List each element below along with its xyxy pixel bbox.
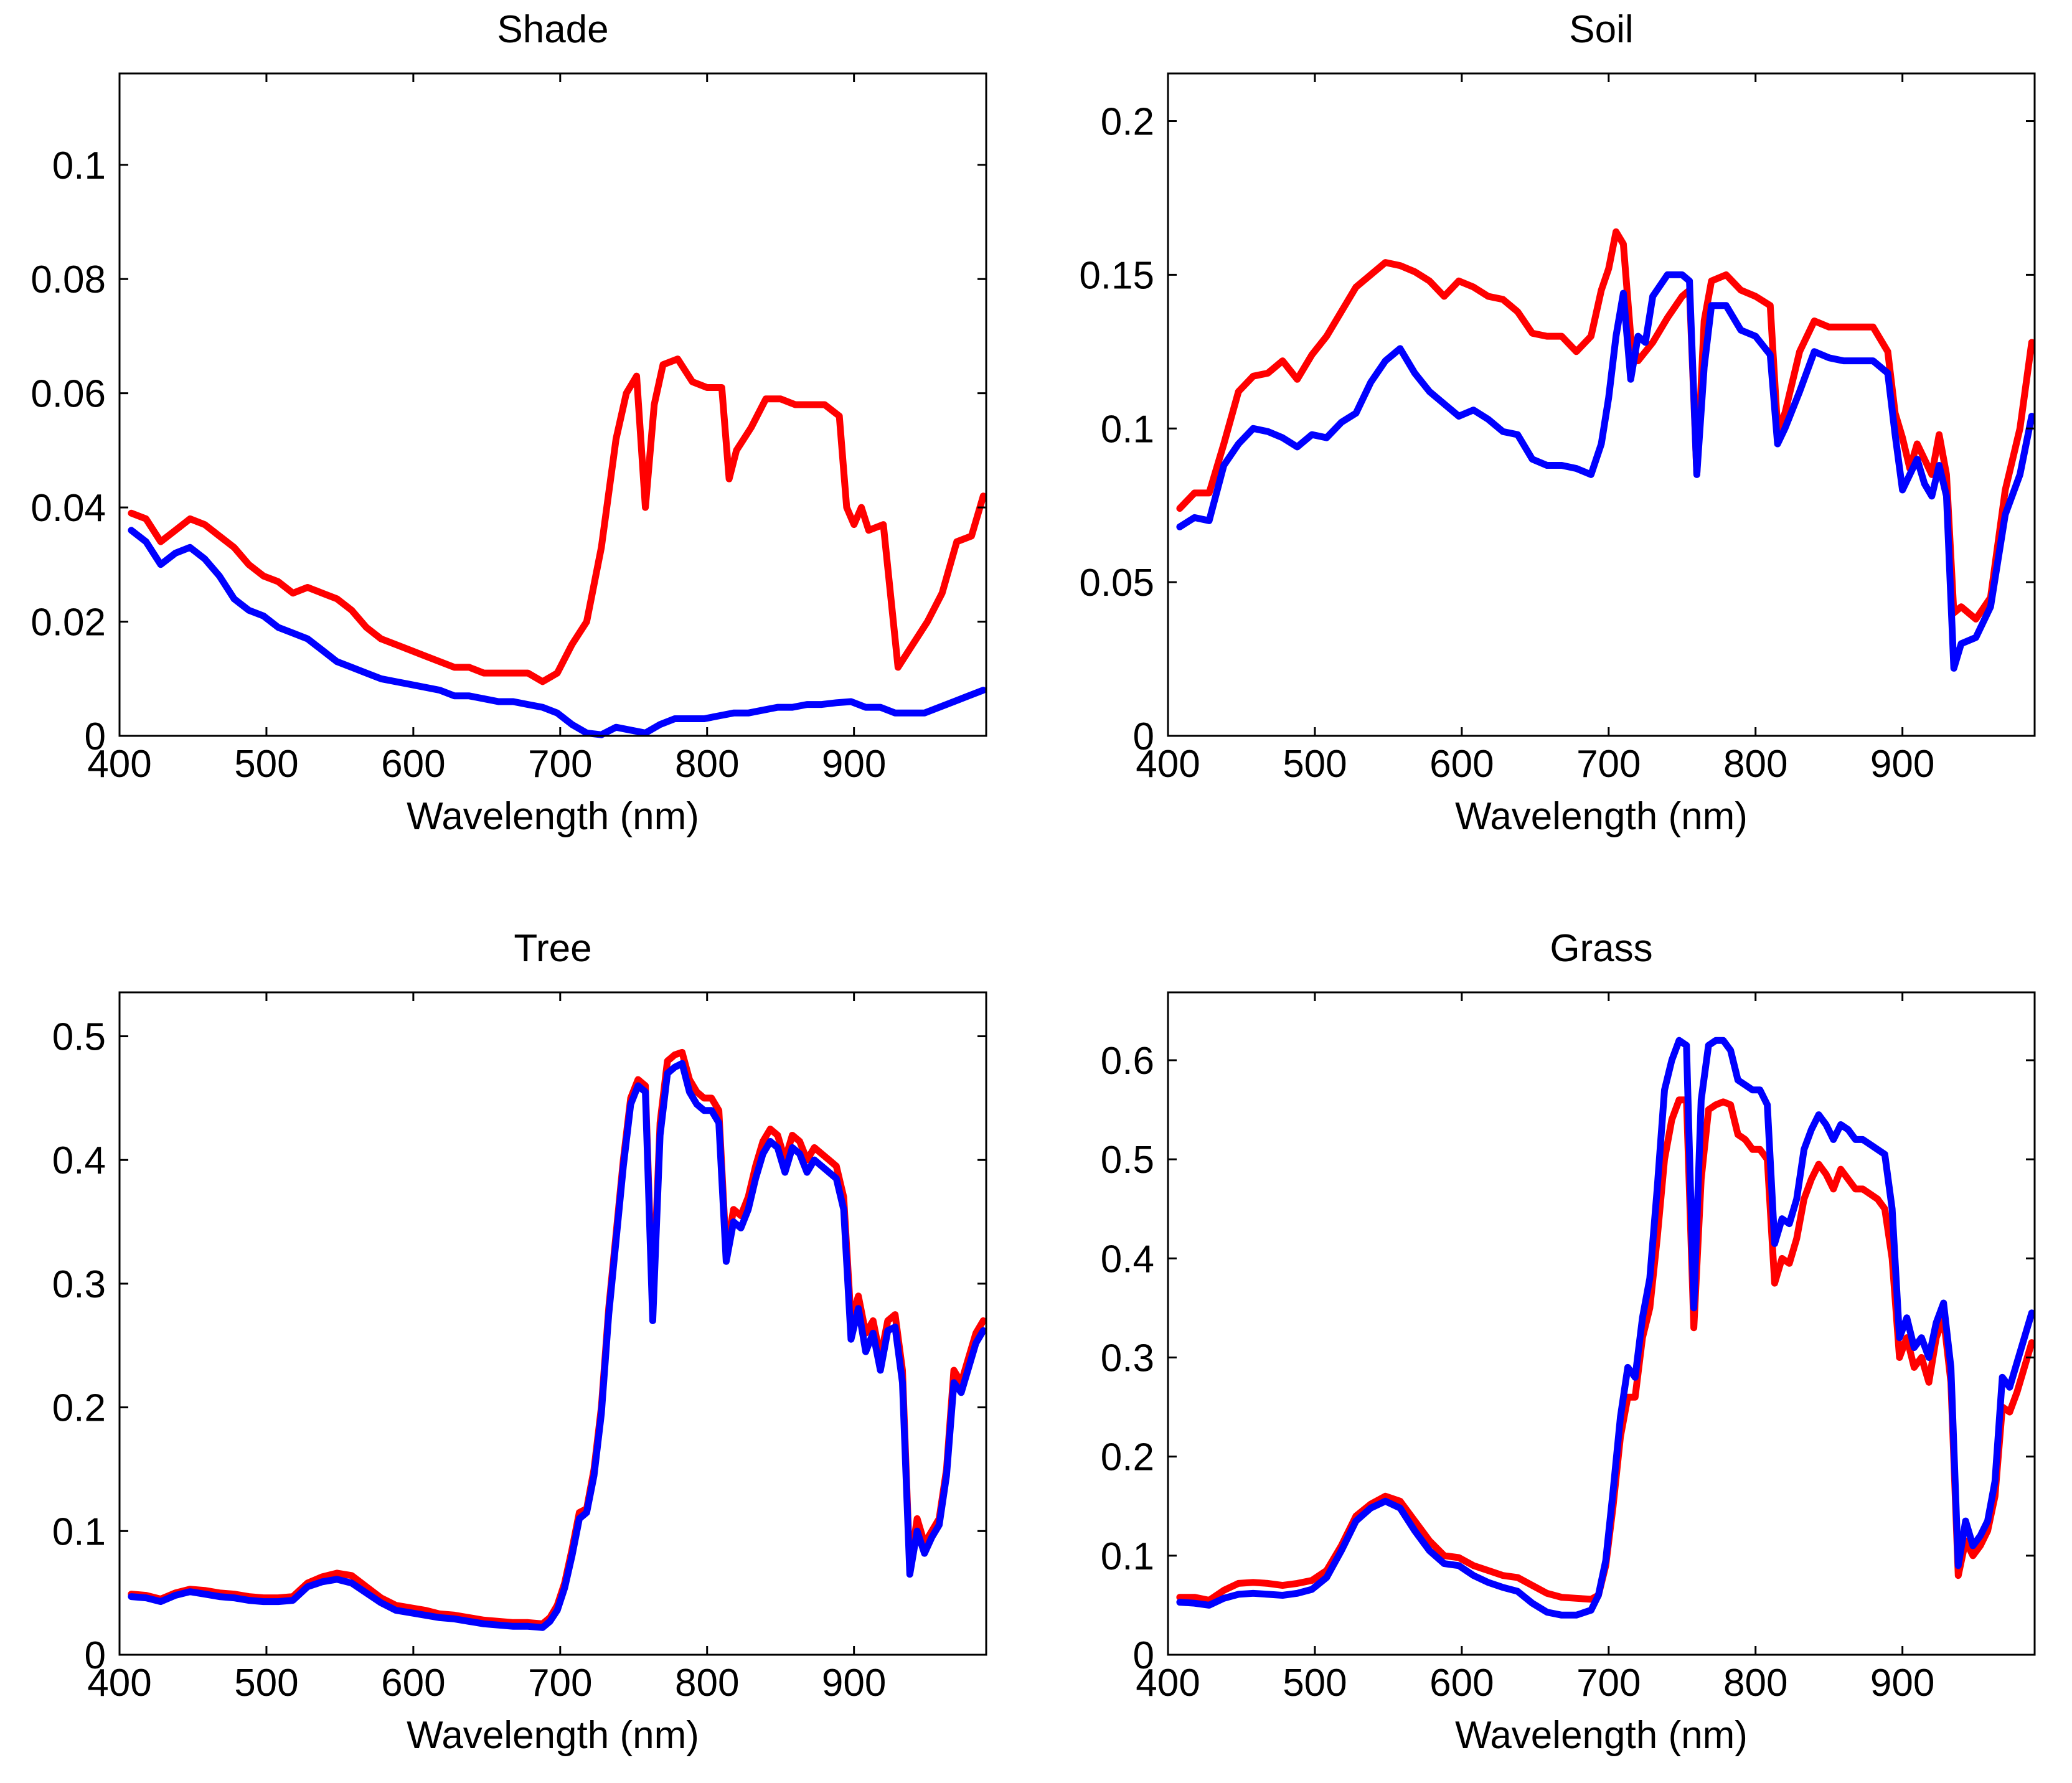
x-tick-label: 600 <box>381 1662 445 1705</box>
y-tick-label: 0 <box>1133 715 1154 758</box>
x-axis-label: Wavelength (nm) <box>1455 1714 1748 1757</box>
series-line-red <box>128 355 987 685</box>
series-line-red <box>128 1048 987 1627</box>
chart-title: Grass <box>1550 927 1652 970</box>
y-tick-label: 0.5 <box>1101 1139 1154 1182</box>
x-tick-label: 500 <box>234 1662 298 1705</box>
y-tick-label: 0.4 <box>1101 1238 1154 1281</box>
x-tick-label: 400 <box>87 743 151 786</box>
y-tick-label: 0.04 <box>31 487 106 530</box>
series-line-blue <box>1176 271 2035 672</box>
x-tick-label: 900 <box>1870 1662 1934 1705</box>
x-tick-label: 500 <box>1283 1662 1347 1705</box>
x-tick-label: 700 <box>1576 743 1641 786</box>
y-tick-label: 0.05 <box>1079 562 1154 605</box>
y-tick-label: 0.5 <box>52 1016 106 1059</box>
y-tick-label: 0.08 <box>31 258 106 301</box>
y-tick-label: 0.3 <box>52 1263 106 1306</box>
y-tick-label: 0.3 <box>1101 1337 1154 1380</box>
axes-frame <box>1167 72 2036 737</box>
chart-title: Tree <box>514 927 591 970</box>
y-tick-label: 0.2 <box>1101 1436 1154 1479</box>
y-tick-label: 0 <box>1133 1634 1154 1677</box>
x-axis-label: Wavelength (nm) <box>407 1714 699 1757</box>
x-tick-label: 500 <box>1283 743 1347 786</box>
series-line-red <box>1176 1096 2035 1604</box>
y-tick-label: 0.1 <box>52 1510 106 1553</box>
series-line-blue <box>128 527 987 738</box>
x-tick-label: 700 <box>1576 1662 1641 1705</box>
x-axis-label: Wavelength (nm) <box>1455 795 1748 838</box>
y-tick-label: 0.02 <box>31 601 106 644</box>
y-tick-label: 0.6 <box>1101 1040 1154 1083</box>
x-tick-label: 800 <box>1723 743 1787 786</box>
x-tick-label: 600 <box>1429 1662 1494 1705</box>
y-tick-label: 0 <box>85 1634 106 1677</box>
y-tick-label: 0.06 <box>31 373 106 416</box>
y-tick-label: 0 <box>85 715 106 758</box>
x-tick-label: 400 <box>1136 1662 1200 1705</box>
x-tick-label: 700 <box>528 1662 592 1705</box>
y-tick-label: 0.2 <box>1101 101 1154 144</box>
axes-frame <box>118 991 987 1656</box>
x-tick-label: 900 <box>1870 743 1934 786</box>
x-tick-label: 500 <box>234 743 298 786</box>
axes-frame <box>118 72 987 737</box>
x-tick-label: 900 <box>822 743 886 786</box>
series-line-blue <box>1176 1037 2035 1619</box>
x-tick-label: 800 <box>1723 1662 1787 1705</box>
y-tick-label: 0.4 <box>52 1139 106 1182</box>
y-tick-label: 0.1 <box>1101 408 1154 451</box>
chart-shade: Shade 400 500 600 700 800 900 0 0.02 0.04 0.06 0.08… <box>31 8 987 838</box>
chart-title: Soil <box>1569 8 1633 51</box>
axes-frame <box>1167 991 2036 1656</box>
chart-grass: Grass 400 500 600 700 800 900 0 0.1 0.2 0.3 0.4 0.5 0… <box>1101 927 2036 1757</box>
x-tick-label: 600 <box>1429 743 1494 786</box>
series-line-blue <box>128 1060 987 1631</box>
x-tick-label: 600 <box>381 743 445 786</box>
x-axis-label: Wavelength (nm) <box>407 795 699 838</box>
x-tick-label: 900 <box>822 1662 886 1705</box>
x-tick-label: 800 <box>675 743 739 786</box>
x-tick-label: 400 <box>87 1662 151 1705</box>
chart-soil: Soil 400 500 600 700 800 900 0 0.05 0.1 0.15 0.2 Wav… <box>1079 8 2036 838</box>
x-tick-label: 800 <box>675 1662 739 1705</box>
chart-tree: Tree 400 500 600 700 800 900 0 0.1 0.2 0.3 0.4 0.5 Wa… <box>52 927 987 1757</box>
y-tick-label: 0.2 <box>52 1387 106 1430</box>
chart-title: Shade <box>497 8 608 51</box>
x-tick-label: 400 <box>1136 743 1200 786</box>
series-line-red <box>1176 228 2035 623</box>
x-tick-label: 700 <box>528 743 592 786</box>
y-tick-label: 0.15 <box>1079 254 1154 297</box>
y-tick-label: 0.1 <box>1101 1535 1154 1578</box>
y-tick-label: 0.1 <box>52 144 106 187</box>
